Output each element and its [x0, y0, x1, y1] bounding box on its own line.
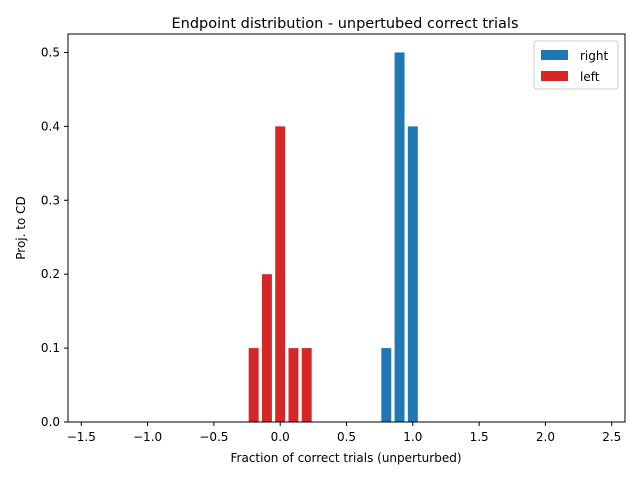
bar-right-1 — [394, 52, 405, 422]
x-tick-label: 0.0 — [271, 430, 290, 444]
legend-label-left: left — [580, 70, 600, 84]
y-axis-label: Proj. to CD — [14, 196, 28, 259]
bar-left-0 — [248, 348, 259, 422]
x-tick-label: −1.5 — [67, 430, 96, 444]
legend-label-right: right — [580, 49, 608, 63]
y-tick-label: 0.3 — [41, 193, 60, 207]
bar-left-1 — [261, 274, 272, 422]
x-axis-label: Fraction of correct trials (unperturbed) — [230, 451, 461, 465]
y-tick-label: 0.5 — [41, 45, 60, 59]
legend-swatch-right — [541, 50, 568, 60]
x-tick-label: 2.0 — [536, 430, 555, 444]
x-tick-label: 2.5 — [602, 430, 621, 444]
x-tick-label: 1.0 — [403, 430, 422, 444]
y-tick-label: 0.2 — [41, 267, 60, 281]
chart-title: Endpoint distribution - unpertubed corre… — [171, 16, 518, 32]
bar-left-3 — [288, 348, 299, 422]
legend: right left — [533, 40, 619, 90]
bar-left-4 — [301, 348, 312, 422]
x-tick-label: 0.5 — [337, 430, 356, 444]
x-tick-label: −1.0 — [133, 430, 162, 444]
y-tick-label: 0.0 — [41, 415, 60, 429]
bar-right-2 — [407, 126, 418, 422]
x-axis: −1.5 −1.0 −0.5 0.0 0.5 1.0 1.5 2.0 2.5 — [67, 422, 621, 444]
y-tick-label: 0.1 — [41, 341, 60, 355]
legend-swatch-left — [541, 71, 568, 81]
bar-left-2 — [275, 126, 286, 422]
x-tick-label: −0.5 — [199, 430, 228, 444]
y-axis: 0.0 0.1 0.2 0.3 0.4 0.5 — [41, 45, 68, 429]
bar-right-0 — [381, 348, 392, 422]
y-tick-label: 0.4 — [41, 119, 60, 133]
x-tick-label: 1.5 — [470, 430, 489, 444]
plot-frame — [67, 33, 626, 423]
bars-layer — [248, 52, 418, 422]
